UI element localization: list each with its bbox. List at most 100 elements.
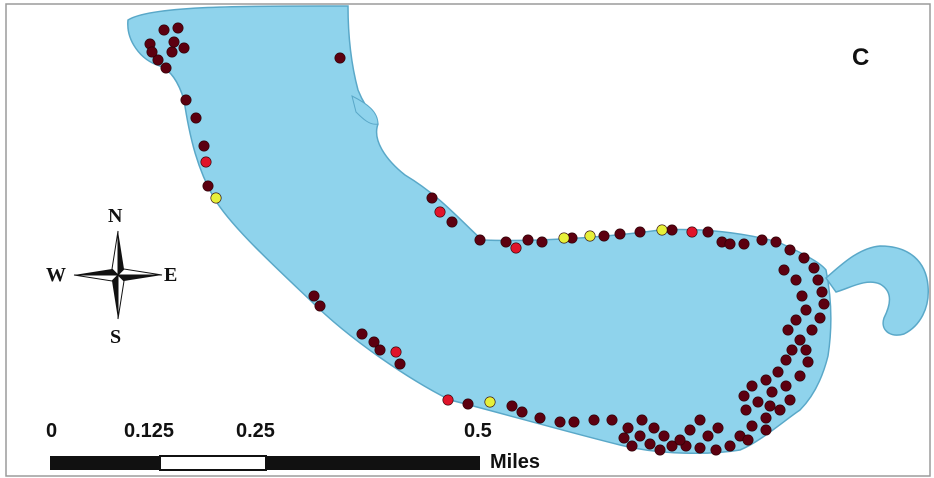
scale-segment-1 — [50, 456, 160, 470]
site-marker-dark-95 — [712, 422, 724, 434]
site-marker-dark-87 — [752, 396, 764, 408]
site-marker-dark-77 — [800, 304, 812, 316]
site-marker-dark-67 — [462, 398, 474, 410]
site-marker-dark-58 — [634, 430, 646, 442]
north-inlet — [351, 95, 379, 125]
site-marker-dark-40 — [794, 334, 806, 346]
scale-units-label: Miles — [490, 451, 541, 473]
site-marker-dark-24 — [634, 226, 646, 238]
site-marker-dark-53 — [694, 442, 706, 454]
site-marker-dark-4 — [178, 42, 190, 54]
site-marker-dark-81 — [780, 354, 792, 366]
site-marker-dark-64 — [534, 412, 546, 424]
site-marker-dark-28 — [724, 238, 736, 250]
site-marker-dark-47 — [774, 404, 786, 416]
site-marker-dark-10 — [334, 52, 346, 64]
site-marker-dark-99 — [618, 432, 630, 444]
site-marker-dark-76 — [796, 290, 808, 302]
site-marker-dark-38 — [814, 312, 826, 324]
site-marker-dark-26 — [702, 226, 714, 238]
site-marker-red-1 — [200, 156, 212, 168]
site-marker-dark-22 — [598, 230, 610, 242]
site-marker-dark-34 — [808, 262, 820, 274]
site-marker-dark-37 — [818, 298, 830, 310]
site-marker-dark-6 — [152, 54, 164, 66]
site-marker-dark-44 — [780, 380, 792, 392]
site-marker-dark-62 — [568, 416, 580, 428]
site-marker-dark-41 — [800, 344, 812, 356]
site-marker-dark-72 — [374, 344, 386, 356]
site-marker-dark-12 — [190, 112, 202, 124]
site-marker-yellow-2 — [558, 232, 570, 244]
compass-south-label: S — [110, 326, 122, 348]
site-marker-dark-98 — [636, 414, 648, 426]
site-marker-dark-57 — [644, 438, 656, 450]
site-marker-dark-85 — [738, 390, 750, 402]
scale-tick-05: 0.5 — [464, 420, 492, 442]
compass-rose-icon — [73, 230, 163, 320]
site-marker-dark-82 — [772, 366, 784, 378]
scale-tick-0: 0 — [46, 420, 58, 442]
site-marker-dark-33 — [798, 252, 810, 264]
site-marker-dark-5 — [166, 46, 178, 58]
site-marker-dark-84 — [746, 380, 758, 392]
site-marker-dark-80 — [786, 344, 798, 356]
site-marker-red-2 — [434, 206, 446, 218]
site-marker-dark-73 — [394, 358, 406, 370]
site-marker-dark-66 — [506, 400, 518, 412]
scale-bar — [50, 455, 480, 471]
site-marker-dark-83 — [760, 374, 772, 386]
site-marker-dark-59 — [622, 422, 634, 434]
site-marker-red-5 — [390, 346, 402, 358]
site-marker-dark-20 — [536, 236, 548, 248]
site-marker-dark-90 — [742, 434, 754, 446]
site-marker-dark-14 — [202, 180, 214, 192]
site-marker-dark-61 — [588, 414, 600, 426]
site-marker-dark-16 — [446, 216, 458, 228]
site-marker-dark-29 — [738, 238, 750, 250]
site-marker-dark-78 — [790, 314, 802, 326]
site-marker-dark-100 — [626, 440, 638, 452]
site-marker-dark-79 — [782, 324, 794, 336]
compass-north-label: N — [108, 205, 123, 227]
scale-tick-0125: 0.125 — [124, 420, 175, 442]
site-marker-dark-74 — [778, 264, 790, 276]
site-marker-dark-88 — [764, 400, 776, 412]
site-marker-dark-48 — [760, 412, 772, 424]
site-marker-dark-45 — [766, 386, 778, 398]
site-marker-dark-55 — [666, 440, 678, 452]
site-marker-yellow-5 — [484, 396, 496, 408]
site-marker-dark-91 — [694, 414, 706, 426]
scale-segment-3 — [266, 456, 480, 470]
sampling-sites — [144, 22, 830, 456]
site-marker-red-6 — [442, 394, 454, 406]
site-marker-dark-23 — [614, 228, 626, 240]
site-marker-dark-25 — [666, 224, 678, 236]
site-marker-red-3 — [510, 242, 522, 254]
site-marker-dark-2 — [158, 24, 170, 36]
site-marker-dark-32 — [784, 244, 796, 256]
east-bay-water — [824, 245, 929, 336]
site-marker-dark-7 — [160, 62, 172, 74]
site-marker-dark-8 — [146, 46, 158, 58]
site-marker-dark-69 — [314, 300, 326, 312]
scale-tick-025: 0.25 — [236, 420, 275, 442]
site-marker-yellow-4 — [656, 224, 668, 236]
site-marker-dark-89 — [760, 424, 772, 436]
site-marker-dark-30 — [756, 234, 768, 246]
site-marker-dark-94 — [702, 430, 714, 442]
site-marker-dark-92 — [684, 424, 696, 436]
site-marker-dark-86 — [740, 404, 752, 416]
site-marker-dark-52 — [710, 444, 722, 456]
scale-segment-2 — [159, 455, 267, 471]
site-marker-dark-35 — [812, 274, 824, 286]
site-marker-dark-51 — [724, 440, 736, 452]
site-marker-dark-70 — [356, 328, 368, 340]
site-marker-dark-18 — [500, 236, 512, 248]
site-marker-dark-63 — [554, 416, 566, 428]
site-marker-dark-31 — [770, 236, 782, 248]
site-marker-red-4 — [686, 226, 698, 238]
site-marker-dark-15 — [426, 192, 438, 204]
site-marker-dark-97 — [648, 422, 660, 434]
